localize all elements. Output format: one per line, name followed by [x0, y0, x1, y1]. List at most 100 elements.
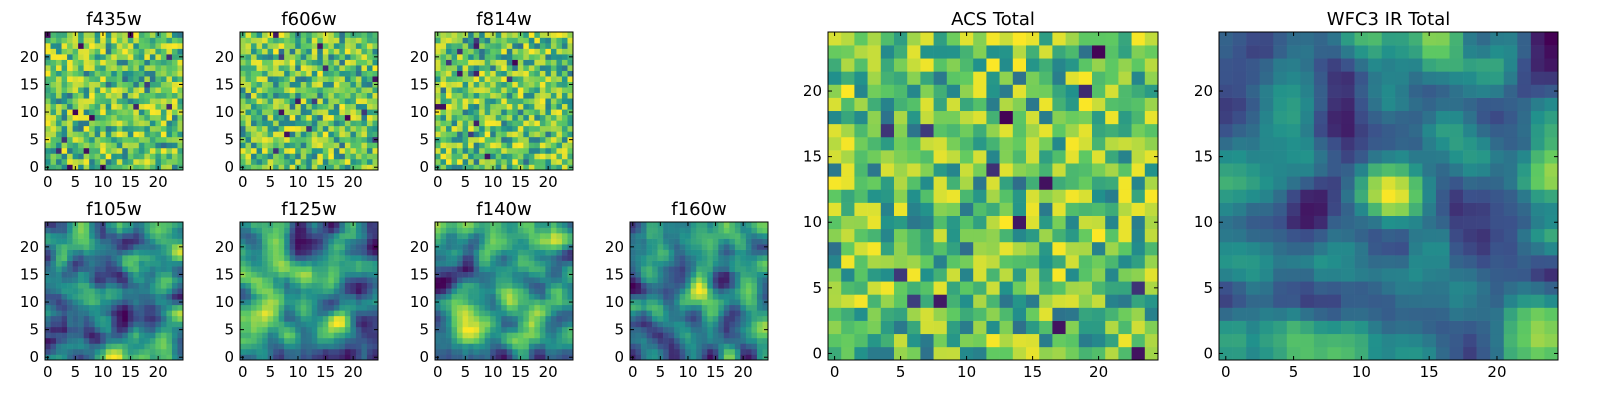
heatmap-cell: [256, 164, 263, 171]
heatmap-cell: [457, 136, 463, 143]
heatmap-cell: [100, 114, 107, 121]
heatmap-cell: [105, 87, 112, 94]
heatmap-cell: [78, 304, 84, 311]
heatmap-cell: [267, 92, 274, 99]
heatmap-cell: [973, 241, 987, 256]
heatmap-cell: [446, 65, 452, 71]
heatmap-cell: [668, 227, 675, 234]
heatmap-cell: [138, 136, 145, 143]
heatmap-cell: [361, 233, 368, 239]
heatmap-cell: [300, 65, 307, 71]
heatmap-cell: [567, 249, 574, 256]
heatmap-cell: [61, 142, 68, 149]
heatmap-cell: [273, 158, 279, 165]
heatmap-cell: [100, 87, 107, 94]
heatmap-cell: [451, 343, 458, 350]
heatmap-cell: [144, 282, 151, 289]
heatmap-cell: [894, 202, 908, 216]
heatmap-cell: [177, 59, 184, 66]
heatmap-cell: [83, 249, 90, 256]
heatmap-cell: [83, 321, 90, 328]
heatmap-cell: [144, 158, 151, 165]
heatmap-cell: [256, 271, 263, 278]
heatmap-cell: [240, 43, 246, 49]
heatmap-cell: [690, 271, 697, 278]
heatmap-cell: [696, 310, 703, 317]
heatmap-cell: [696, 277, 703, 284]
heatmap-cell: [116, 87, 123, 94]
heatmap-cell: [317, 48, 324, 55]
heatmap-cell: [278, 76, 285, 82]
heatmap-cell: [138, 304, 145, 311]
heatmap-cell: [45, 304, 51, 311]
heatmap-cell: [451, 43, 458, 49]
heatmap-cell: [311, 233, 318, 239]
heatmap-cell: [138, 70, 145, 77]
heatmap-cell: [67, 158, 73, 165]
heatmap-cell: [311, 293, 318, 300]
heatmap-cell: [1131, 268, 1146, 282]
heatmap-cell: [133, 136, 140, 143]
heatmap-cell: [490, 114, 497, 121]
heatmap-cell: [56, 114, 62, 121]
heatmap-cell: [267, 321, 274, 328]
heatmap-cell: [262, 222, 268, 228]
heatmap-cell: [854, 163, 868, 177]
heatmap-cell: [328, 125, 335, 132]
heatmap-cell: [350, 233, 357, 239]
heatmap-cell: [523, 48, 530, 55]
heatmap-cell: [56, 321, 62, 328]
heatmap-cell: [149, 249, 156, 256]
heatmap-cell: [366, 282, 373, 289]
heatmap-cell: [328, 343, 335, 350]
heatmap-cell: [372, 43, 379, 49]
heatmap-cell: [317, 271, 324, 278]
heatmap-cell: [534, 32, 541, 38]
heatmap-cell: [284, 43, 290, 49]
heatmap-cell: [100, 109, 107, 116]
heatmap-cell: [534, 321, 541, 328]
x-tick-label: 20: [149, 173, 168, 191]
heatmap-cell: [111, 70, 118, 77]
heatmap-cell: [663, 244, 669, 250]
heatmap-cell: [462, 158, 469, 165]
heatmap-cell: [138, 238, 145, 245]
heatmap-cell: [160, 54, 167, 60]
heatmap-cell: [718, 310, 725, 317]
heatmap-cell: [539, 321, 546, 328]
heatmap-cell: [105, 98, 112, 105]
heatmap-cell: [245, 43, 252, 49]
heatmap-cell: [484, 59, 491, 66]
heatmap-cell: [641, 260, 647, 267]
heatmap-cell: [729, 238, 736, 245]
heatmap-cell: [127, 299, 134, 306]
heatmap-cell: [718, 277, 725, 284]
heatmap-cell: [333, 103, 340, 110]
heatmap-cell: [696, 282, 703, 289]
heatmap-cell: [707, 238, 714, 245]
heatmap-cell: [523, 222, 530, 228]
heatmap-cell: [289, 249, 296, 256]
heatmap-cell: [663, 282, 669, 289]
heatmap-cell: [361, 43, 368, 49]
heatmap-cell: [251, 147, 257, 154]
heatmap-cell: [646, 332, 653, 339]
heatmap-cell: [300, 321, 307, 328]
heatmap-cell: [539, 114, 546, 121]
heatmap-cell: [94, 131, 101, 138]
heatmap-cell: [663, 233, 669, 239]
heatmap-cell: [78, 43, 84, 49]
heatmap-cell: [495, 87, 502, 94]
heatmap-cell: [94, 255, 101, 261]
heatmap-cell: [506, 164, 513, 171]
heatmap-cell: [440, 147, 447, 154]
heatmap-cell: [284, 249, 290, 256]
heatmap-cell: [960, 228, 974, 243]
heatmap-cell: [646, 304, 653, 311]
heatmap-cell: [278, 81, 285, 88]
heatmap-cell: [111, 244, 118, 250]
heatmap-cell: [133, 76, 140, 82]
heatmap-cell: [366, 337, 373, 344]
heatmap-cell: [685, 304, 692, 311]
heatmap-cell: [701, 354, 708, 361]
